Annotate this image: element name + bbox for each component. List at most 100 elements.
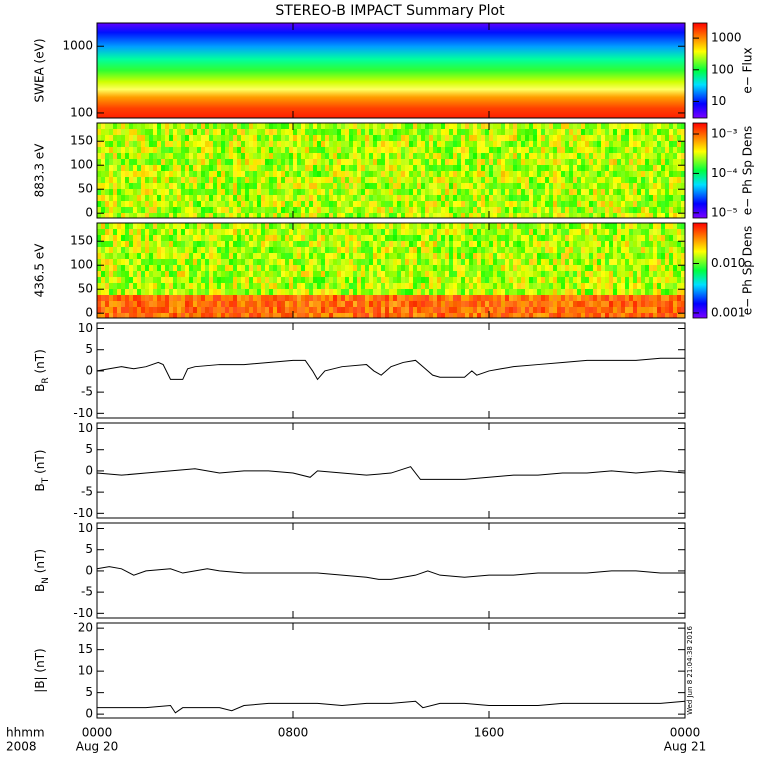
- spectrogram-cell: [489, 229, 494, 236]
- spectrogram-cell: [261, 207, 266, 214]
- spectrogram-cell: [549, 289, 554, 296]
- spectrogram-cell: [261, 253, 266, 260]
- spectrogram-cell: [233, 165, 238, 172]
- spectrogram-cell: [309, 307, 314, 314]
- spectrogram-cell: [213, 159, 218, 166]
- spectrogram-cell: [149, 253, 154, 260]
- spectrogram-cell: [661, 235, 666, 242]
- spectrogram-cell: [361, 289, 366, 296]
- spectrogram-cell: [389, 129, 394, 136]
- spectrogram-cell: [345, 153, 350, 160]
- spectrogram-cell: [281, 265, 286, 272]
- spectrogram-cell: [429, 177, 434, 184]
- spectrogram-cell: [285, 129, 290, 136]
- spectrogram-cell: [113, 159, 118, 166]
- spectrogram-cell: [333, 159, 338, 166]
- spectrogram-cell: [113, 313, 118, 318]
- spectrogram-cell: [217, 247, 222, 254]
- spectrogram-cell: [653, 259, 658, 266]
- spectrogram-cell: [313, 189, 318, 196]
- spectrogram-cell: [501, 247, 506, 254]
- spectrogram-cell: [181, 295, 186, 302]
- spectrogram-cell: [505, 241, 510, 248]
- spectrogram-cell: [377, 201, 382, 208]
- spectrogram-cell: [605, 283, 610, 290]
- spectrogram-cell: [545, 189, 550, 196]
- spectrogram-cell: [113, 195, 118, 202]
- spectrogram-cell: [145, 253, 150, 260]
- spectrogram-cell: [221, 229, 226, 236]
- spectrogram-cell: [609, 213, 614, 218]
- spectrogram-cell: [249, 147, 254, 154]
- spectrogram-cell: [309, 189, 314, 196]
- spectrogram-cell: [481, 195, 486, 202]
- spectrogram-cell: [169, 201, 174, 208]
- spectrogram-cell: [233, 183, 238, 190]
- spectrogram-cell: [417, 241, 422, 248]
- spectrogram-cell: [569, 301, 574, 308]
- spectrogram-cell: [113, 265, 118, 272]
- spectrogram-cell: [601, 165, 606, 172]
- spectrogram-cell: [537, 259, 542, 266]
- spectrogram-cell: [253, 141, 258, 148]
- spectrogram-cell: [177, 271, 182, 278]
- spectrogram-cell: [309, 183, 314, 190]
- spectrogram-cell: [661, 253, 666, 260]
- spectrogram-cell: [373, 171, 378, 178]
- spectrogram-cell: [257, 301, 262, 308]
- spectrogram-cell: [121, 259, 126, 266]
- spectrogram-cell: [201, 207, 206, 214]
- spectrogram-cell: [265, 159, 270, 166]
- spectrogram-cell: [533, 229, 538, 236]
- spectrogram-cell: [149, 183, 154, 190]
- spectrogram-cell: [293, 313, 298, 318]
- spectrogram-cell: [305, 241, 310, 248]
- spectrogram-cell: [377, 295, 382, 302]
- spectrogram-cell: [409, 301, 414, 308]
- spectrogram-cell: [145, 189, 150, 196]
- spectrogram-cell: [245, 235, 250, 242]
- spectrogram-cell: [509, 123, 514, 130]
- spectrogram-cell: [565, 253, 570, 260]
- spectrogram-cell: [465, 123, 470, 130]
- spectrogram-cell: [645, 307, 650, 314]
- y-tick-label: 0: [85, 306, 93, 320]
- spectrogram-cell: [541, 195, 546, 202]
- spectrogram-cell: [253, 171, 258, 178]
- spectrogram-cell: [609, 265, 614, 272]
- spectrogram-cell: [405, 259, 410, 266]
- spectrogram-cell: [461, 313, 466, 318]
- spectrogram-cell: [177, 235, 182, 242]
- spectrogram-cell: [369, 301, 374, 308]
- spectrogram-cell: [433, 207, 438, 214]
- spectrogram-cell: [477, 229, 482, 236]
- spectrogram-cell: [237, 195, 242, 202]
- spectrogram-cell: [561, 201, 566, 208]
- spectrogram-cell: [373, 159, 378, 166]
- spectrogram-cell: [681, 159, 686, 166]
- spectrogram-cell: [265, 229, 270, 236]
- spectrogram-cell: [389, 213, 394, 218]
- spectrogram-cell: [185, 289, 190, 296]
- spectrogram-cell: [225, 123, 230, 130]
- spectrogram-cell: [97, 147, 102, 154]
- spectrogram-cell: [485, 241, 490, 248]
- spectrogram-cell: [297, 135, 302, 142]
- spectrogram-cell: [505, 301, 510, 308]
- spectrogram-cell: [473, 253, 478, 260]
- spectrogram-cell: [673, 253, 678, 260]
- spectrogram-cell: [409, 229, 414, 236]
- spectrogram-cell: [185, 253, 190, 260]
- spectrogram-cell: [161, 201, 166, 208]
- spectrogram-cell: [97, 201, 102, 208]
- spectrogram-cell: [361, 223, 366, 230]
- spectrogram-cell: [229, 253, 234, 260]
- spectrogram-cell: [353, 183, 358, 190]
- spectrogram-cell: [513, 271, 518, 278]
- spectrogram-cell: [337, 135, 342, 142]
- spectrogram-cell: [225, 183, 230, 190]
- spectrogram-cell: [661, 259, 666, 266]
- spectrogram-cell: [417, 159, 422, 166]
- spectrogram-cell: [317, 123, 322, 130]
- spectrogram-cell: [145, 171, 150, 178]
